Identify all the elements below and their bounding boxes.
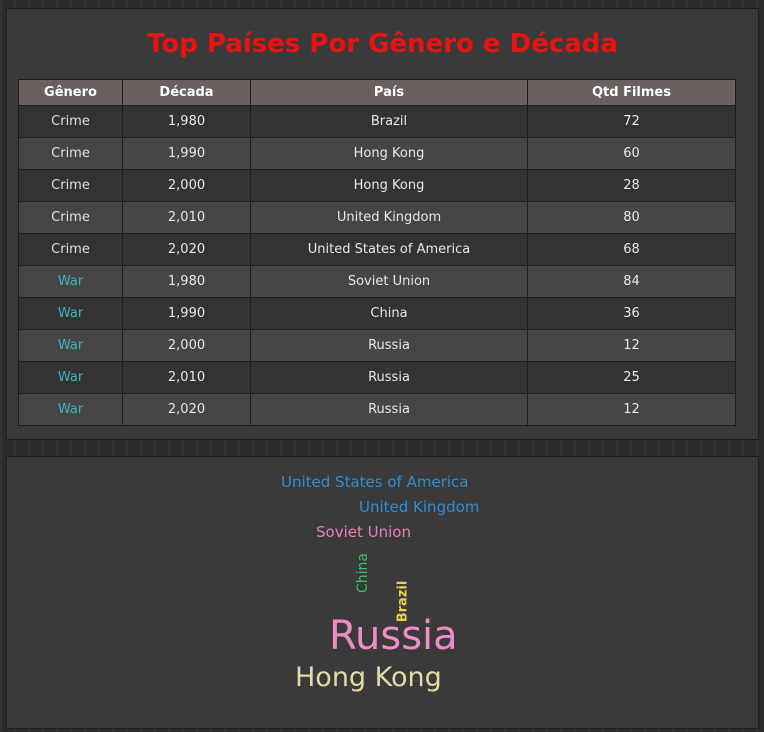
cell-decada: 2,000 — [122, 169, 251, 202]
cell-genero: Crime — [18, 105, 123, 138]
word-cloud-word[interactable]: Hong Kong — [295, 662, 442, 693]
cell-genero: Crime — [18, 137, 123, 170]
table-row[interactable]: Crime 1,990 Hong Kong 60 — [18, 137, 736, 170]
cell-decada: 1,990 — [122, 297, 251, 330]
cell-qtd: 12 — [527, 329, 736, 362]
cell-pais: United Kingdom — [250, 201, 528, 234]
cell-qtd: 12 — [527, 393, 736, 426]
cell-genero: War — [18, 297, 123, 330]
word-cloud-word[interactable]: United States of America — [281, 473, 469, 491]
word-cloud-word[interactable]: United Kingdom — [359, 498, 480, 516]
word-cloud-word[interactable]: China — [355, 553, 371, 593]
word-cloud-panel: United States of America United Kingdom … — [6, 456, 759, 729]
table-row[interactable]: Crime 2,010 United Kingdom 80 — [18, 201, 736, 234]
table-header-row: Gênero Década País Qtd Filmes — [18, 79, 736, 106]
cell-decada: 2,020 — [122, 393, 251, 426]
table-row[interactable]: War 2,020 Russia 12 — [18, 393, 736, 426]
table-panel: Top Países Por Gênero e Década Gênero Dé… — [6, 8, 759, 440]
cell-decada: 1,980 — [122, 105, 251, 138]
cell-qtd: 72 — [527, 105, 736, 138]
cell-genero: Crime — [18, 169, 123, 202]
column-header-pais[interactable]: País — [250, 79, 528, 106]
cell-pais: Hong Kong — [250, 169, 528, 202]
table-row[interactable]: Crime 2,000 Hong Kong 28 — [18, 169, 736, 202]
cell-pais: Russia — [250, 393, 528, 426]
cell-pais: China — [250, 297, 528, 330]
cell-pais: United States of America — [250, 233, 528, 266]
cell-qtd: 84 — [527, 265, 736, 298]
table-row[interactable]: War 2,000 Russia 12 — [18, 329, 736, 362]
cell-decada: 1,990 — [122, 137, 251, 170]
cell-decada: 1,980 — [122, 265, 251, 298]
cell-decada: 2,010 — [122, 201, 251, 234]
table-row[interactable]: War 2,010 Russia 25 — [18, 361, 736, 394]
cell-decada: 2,010 — [122, 361, 251, 394]
cell-qtd: 36 — [527, 297, 736, 330]
table-row[interactable]: War 1,980 Soviet Union 84 — [18, 265, 736, 298]
cell-genero: Crime — [18, 233, 123, 266]
data-table: Gênero Década País Qtd Filmes Crime 1,98… — [18, 79, 736, 426]
column-header-qtd-filmes[interactable]: Qtd Filmes — [527, 79, 736, 106]
column-header-genero[interactable]: Gênero — [18, 79, 123, 106]
cell-pais: Soviet Union — [250, 265, 528, 298]
column-header-decada[interactable]: Década — [122, 79, 251, 106]
page-title: Top Países Por Gênero e Década — [147, 29, 618, 59]
word-cloud-word[interactable]: Russia — [329, 613, 458, 659]
cell-decada: 2,020 — [122, 233, 251, 266]
table-row[interactable]: Crime 2,020 United States of America 68 — [18, 233, 736, 266]
cell-qtd: 80 — [527, 201, 736, 234]
cell-qtd: 28 — [527, 169, 736, 202]
cell-pais: Russia — [250, 329, 528, 362]
table-row[interactable]: War 1,990 China 36 — [18, 297, 736, 330]
cell-qtd: 68 — [527, 233, 736, 266]
cell-decada: 2,000 — [122, 329, 251, 362]
cell-genero: Crime — [18, 201, 123, 234]
cell-genero: War — [18, 393, 123, 426]
word-cloud-word[interactable]: Soviet Union — [316, 523, 411, 541]
cell-pais: Hong Kong — [250, 137, 528, 170]
cell-genero: War — [18, 329, 123, 362]
cell-pais: Russia — [250, 361, 528, 394]
cell-qtd: 60 — [527, 137, 736, 170]
cell-qtd: 25 — [527, 361, 736, 394]
cell-pais: Brazil — [250, 105, 528, 138]
table-row[interactable]: Crime 1,980 Brazil 72 — [18, 105, 736, 138]
cell-genero: War — [18, 265, 123, 298]
cell-genero: War — [18, 361, 123, 394]
